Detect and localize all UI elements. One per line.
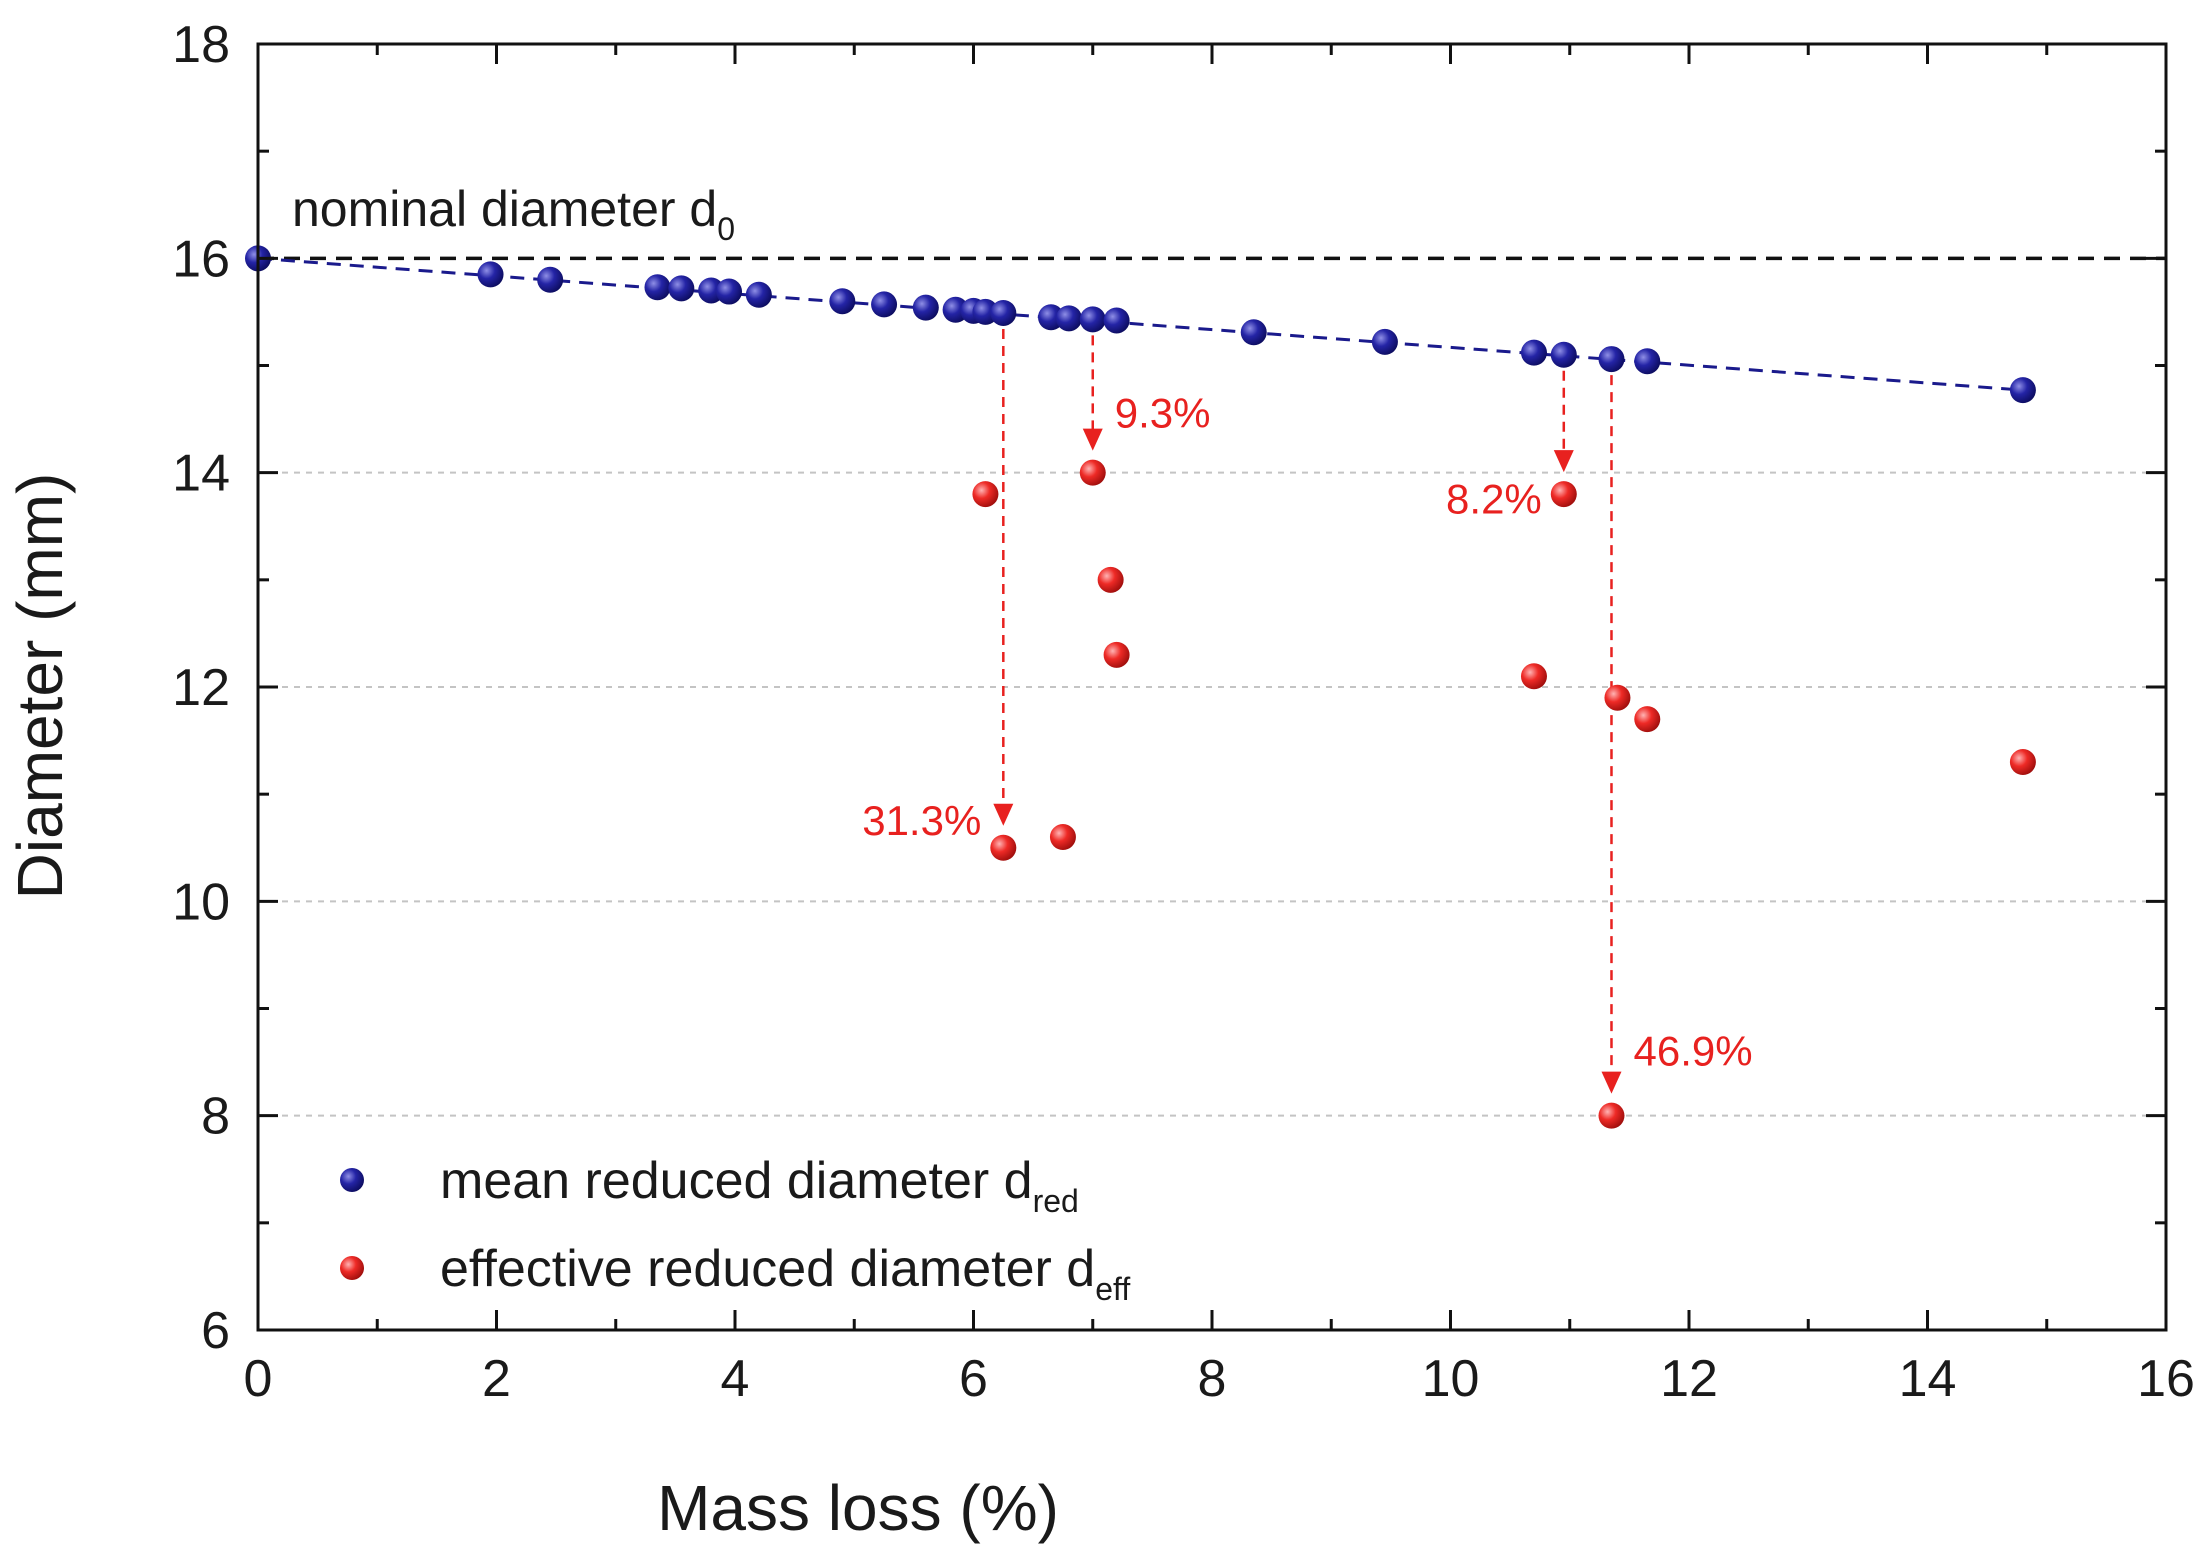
effective-diameter-point [1049, 824, 1076, 851]
legend-label-effective: effective reduced diameter deff [440, 1240, 1130, 1307]
grid-lines [258, 471, 2166, 1117]
mean-diameter-point [668, 275, 695, 302]
mean-diameter-point [477, 261, 504, 288]
x-tick-label: 4 [721, 1350, 750, 1408]
mean-diameter-point [1550, 341, 1577, 368]
effective-diameter-point [972, 481, 999, 508]
effective-diameter-point [1550, 481, 1577, 508]
mean-diameter-point [1240, 319, 1267, 346]
legend-marker-effective [340, 1256, 364, 1280]
annotation-arrowhead [993, 803, 1014, 826]
effective-diameter-point [2009, 749, 2036, 776]
x-tick-label: 6 [959, 1350, 988, 1408]
mean-diameter-point [745, 281, 772, 308]
mean-diameter-point [1079, 306, 1106, 333]
mean-diameter-point [716, 278, 743, 305]
effective-diameter-point [1103, 641, 1130, 668]
x-tick-label: 8 [1198, 1350, 1227, 1408]
mean-diameter-point [1103, 307, 1130, 334]
x-tick-label: 10 [1422, 1350, 1480, 1408]
y-tick-label: 16 [172, 230, 230, 288]
annotation-label: 31.3% [862, 797, 981, 844]
annotation-label: 8.2% [1446, 475, 1542, 522]
mean-trend-line [257, 256, 2024, 392]
mean-diameter-point [1598, 346, 1625, 373]
mean-diameter-point [1371, 328, 1398, 355]
mean-diameter-point [537, 266, 564, 293]
effective-diameter-point [1604, 684, 1631, 711]
x-tick-label: 14 [1899, 1350, 1957, 1408]
legend-label-mean: mean reduced diameter dred [440, 1152, 1079, 1219]
trend-line [257, 256, 2024, 392]
y-tick-label: 10 [172, 873, 230, 931]
y-tick-label: 14 [172, 445, 230, 503]
annotation-label: 9.3% [1115, 390, 1211, 437]
y-tick-label: 6 [201, 1302, 230, 1360]
mean-diameter-point [1520, 339, 1547, 366]
mean-diameter-point [871, 291, 898, 318]
nominal-diameter-label: nominal diameter d0 [292, 181, 735, 247]
x-tick-label: 0 [244, 1350, 273, 1408]
legend: mean reduced diameter dred effective red… [340, 1152, 1130, 1307]
annotation-arrowhead [1082, 428, 1103, 451]
axis-ticks: 0 2 4 6 8 10 12 14 16 6 8 10 12 14 16 18 [172, 16, 2195, 1408]
effective-diameter-point [1634, 706, 1661, 733]
mean-diameter-point [829, 288, 856, 315]
legend-marker-mean [340, 1168, 364, 1192]
x-tick-label: 2 [482, 1350, 511, 1408]
mean-diameter-point [644, 274, 671, 301]
annotation-arrowhead [1601, 1071, 1622, 1094]
mean-diameter-point [912, 294, 939, 321]
effective-diameter-point [1079, 459, 1106, 486]
mean-diameter-point [2009, 377, 2036, 404]
y-tick-label: 12 [172, 659, 230, 717]
reduction-annotations: 31.3% 9.3% 8.2% 46.9% [862, 328, 1753, 1094]
y-tick-label: 8 [201, 1088, 230, 1146]
annotation-arrowhead [1553, 450, 1574, 473]
annotation-label: 46.9% [1633, 1027, 1752, 1074]
effective-diameter-point [1097, 566, 1124, 593]
y-axis-title: Diameter (mm) [4, 473, 76, 900]
x-axis-title: Mass loss (%) [657, 1472, 1059, 1544]
mean-diameter-point [1055, 305, 1082, 332]
x-tick-label: 12 [1660, 1350, 1718, 1408]
mean-diameter-point [1634, 348, 1661, 375]
y-tick-label: 18 [172, 16, 230, 74]
effective-diameter-point [1520, 663, 1547, 690]
mean-diameter-point [990, 299, 1017, 326]
effective-diameter-point [1598, 1102, 1625, 1129]
x-tick-label: 16 [2137, 1350, 2195, 1408]
effective-diameter-point [990, 834, 1017, 861]
